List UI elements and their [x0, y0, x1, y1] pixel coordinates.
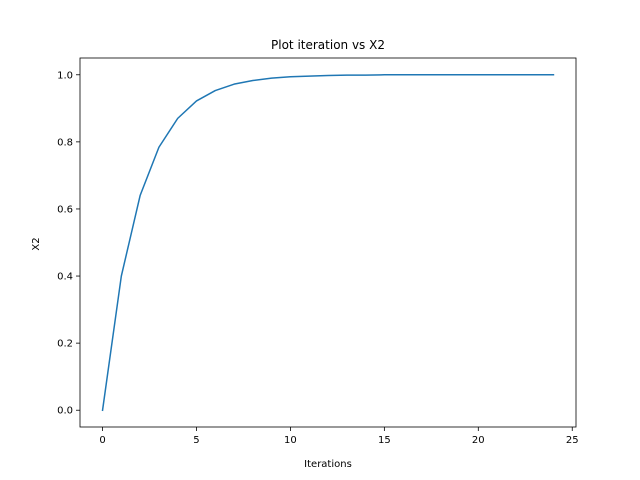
- chart-title: Plot iteration vs X2: [271, 38, 385, 52]
- y-tick-label: 0.0: [57, 406, 73, 417]
- x-tick-label: 10: [284, 435, 297, 446]
- plot-area: [79, 57, 577, 428]
- series-layer: [101, 74, 555, 412]
- series-line: [101, 74, 555, 412]
- y-axis-ticks: 0.0 0.2 0.4 0.6 0.8 1.0: [57, 70, 80, 417]
- y-tick-label: 0.4: [57, 272, 73, 283]
- plot-frame: [79, 57, 577, 428]
- x-axis-ticks: 0 5 10 15 20 25: [99, 427, 579, 446]
- y-tick-label: 0.6: [57, 204, 73, 215]
- y-tick-label: 0.2: [57, 339, 73, 350]
- x-tick-label: 5: [193, 435, 199, 446]
- y-tick-label: 1.0: [57, 70, 73, 81]
- x-tick-label: 0: [99, 435, 105, 446]
- y-tick-label: 0.8: [57, 137, 73, 148]
- x-tick-label: 25: [566, 435, 579, 446]
- x-tick-label: 15: [378, 435, 391, 446]
- x-tick-label: 20: [472, 435, 485, 446]
- x-axis-label: Iterations: [304, 459, 352, 470]
- y-axis-label: X2: [31, 237, 42, 250]
